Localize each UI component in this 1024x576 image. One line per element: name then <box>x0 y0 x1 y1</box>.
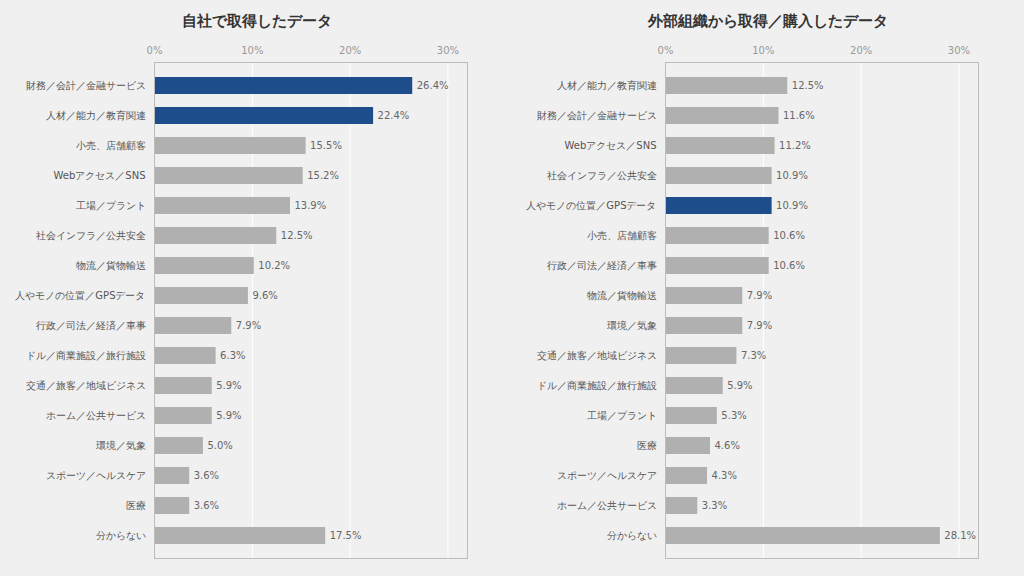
svg-text:人材／能力／教育関連: 人材／能力／教育関連 <box>557 80 657 91</box>
svg-text:3.6%: 3.6% <box>194 470 219 481</box>
svg-text:4.6%: 4.6% <box>714 440 739 451</box>
svg-text:環境／気象: 環境／気象 <box>607 320 657 331</box>
svg-text:5.3%: 5.3% <box>721 410 746 421</box>
svg-text:5.9%: 5.9% <box>727 380 752 391</box>
svg-text:財務／会計／金融サービス: 財務／会計／金融サービス <box>26 80 146 91</box>
svg-text:ホーム／公共サービス: ホーム／公共サービス <box>557 500 657 511</box>
svg-text:スポーツ／ヘルスケア: スポーツ／ヘルスケア <box>557 470 657 481</box>
svg-text:分からない: 分からない <box>96 530 146 541</box>
svg-text:15.2%: 15.2% <box>307 170 339 181</box>
svg-text:物流／貨物輸送: 物流／貨物輸送 <box>76 260 146 271</box>
svg-text:人やモノの位置／GPSデータ: 人やモノの位置／GPSデータ <box>526 200 656 211</box>
svg-text:ドル／商業施設／旅行施設: ドル／商業施設／旅行施設 <box>537 380 657 391</box>
svg-text:7.3%: 7.3% <box>741 350 766 361</box>
svg-text:環境／気象: 環境／気象 <box>96 440 146 451</box>
svg-text:28.1%: 28.1% <box>944 530 976 541</box>
svg-text:行政／司法／経済／車事: 行政／司法／経済／車事 <box>547 260 657 271</box>
svg-text:10.6%: 10.6% <box>773 260 805 271</box>
svg-text:20%: 20% <box>339 45 361 56</box>
html-text:外部組織から取得／購入したデータ: 外部組織から取得／購入したデータ <box>647 12 888 30</box>
svg-text:7.9%: 7.9% <box>747 290 772 301</box>
svg-text:物流／貨物輸送: 物流／貨物輸送 <box>587 290 657 301</box>
svg-text:0%: 0% <box>147 45 163 56</box>
svg-text:20%: 20% <box>850 45 872 56</box>
svg-text:小売、店舗顧客: 小売、店舗顧客 <box>587 230 657 241</box>
svg-text:12.5%: 12.5% <box>281 230 313 241</box>
svg-text:10.9%: 10.9% <box>776 200 808 211</box>
svg-text:7.9%: 7.9% <box>747 320 772 331</box>
html-text:自社で取得したデータ: 自社で取得したデータ <box>181 12 332 30</box>
svg-text:15.5%: 15.5% <box>310 140 342 151</box>
svg-text:社会インフラ／公共安全: 社会インフラ／公共安全 <box>36 230 146 241</box>
svg-text:11.6%: 11.6% <box>783 110 815 121</box>
svg-text:10%: 10% <box>752 45 774 56</box>
svg-text:交通／旅客／地域ビジネス: 交通／旅客／地域ビジネス <box>537 350 657 361</box>
svg-text:4.3%: 4.3% <box>712 470 737 481</box>
svg-text:11.2%: 11.2% <box>779 140 811 151</box>
svg-text:社会インフラ／公共安全: 社会インフラ／公共安全 <box>547 170 657 181</box>
svg-text:13.9%: 13.9% <box>294 200 326 211</box>
svg-text:30%: 30% <box>948 45 970 56</box>
svg-text:分からない: 分からない <box>607 530 657 541</box>
svg-text:3.3%: 3.3% <box>702 500 727 511</box>
svg-text:5.9%: 5.9% <box>216 410 241 421</box>
svg-text:10.6%: 10.6% <box>773 230 805 241</box>
svg-text:6.3%: 6.3% <box>220 350 245 361</box>
svg-text:26.4%: 26.4% <box>417 80 449 91</box>
svg-text:17.5%: 17.5% <box>330 530 362 541</box>
svg-text:人材／能力／教育関連: 人材／能力／教育関連 <box>46 110 146 121</box>
svg-text:9.6%: 9.6% <box>252 290 277 301</box>
svg-text:10.9%: 10.9% <box>776 170 808 181</box>
svg-text:ホーム／公共サービス: ホーム／公共サービス <box>46 410 146 421</box>
svg-text:工場／プラント: 工場／プラント <box>76 200 146 211</box>
svg-text:30%: 30% <box>437 45 459 56</box>
svg-text:ドル／商業施設／旅行施設: ドル／商業施設／旅行施設 <box>26 350 146 361</box>
svg-text:工場／プラント: 工場／プラント <box>587 410 657 421</box>
svg-text:Webアクセス／SNS: Webアクセス／SNS <box>565 140 657 151</box>
svg-text:10%: 10% <box>241 45 263 56</box>
svg-text:22.4%: 22.4% <box>378 110 410 121</box>
svg-text:小売、店舗顧客: 小売、店舗顧客 <box>76 140 146 151</box>
svg-text:12.5%: 12.5% <box>792 80 824 91</box>
svg-text:交通／旅客／地域ビジネス: 交通／旅客／地域ビジネス <box>26 380 146 391</box>
svg-text:人やモノの位置／GPSデータ: 人やモノの位置／GPSデータ <box>15 290 145 301</box>
svg-text:5.9%: 5.9% <box>216 380 241 391</box>
svg-text:7.9%: 7.9% <box>236 320 261 331</box>
svg-text:Webアクセス／SNS: Webアクセス／SNS <box>54 170 146 181</box>
svg-text:0%: 0% <box>658 45 674 56</box>
svg-text:医療: 医療 <box>637 440 657 451</box>
svg-text:スポーツ／ヘルスケア: スポーツ／ヘルスケア <box>46 470 146 481</box>
svg-text:5.0%: 5.0% <box>207 440 232 451</box>
svg-text:10.2%: 10.2% <box>258 260 290 271</box>
svg-text:行政／司法／経済／車事: 行政／司法／経済／車事 <box>36 320 146 331</box>
svg-text:財務／会計／金融サービス: 財務／会計／金融サービス <box>537 110 657 121</box>
svg-text:医療: 医療 <box>126 500 146 511</box>
svg-text:3.6%: 3.6% <box>194 500 219 511</box>
